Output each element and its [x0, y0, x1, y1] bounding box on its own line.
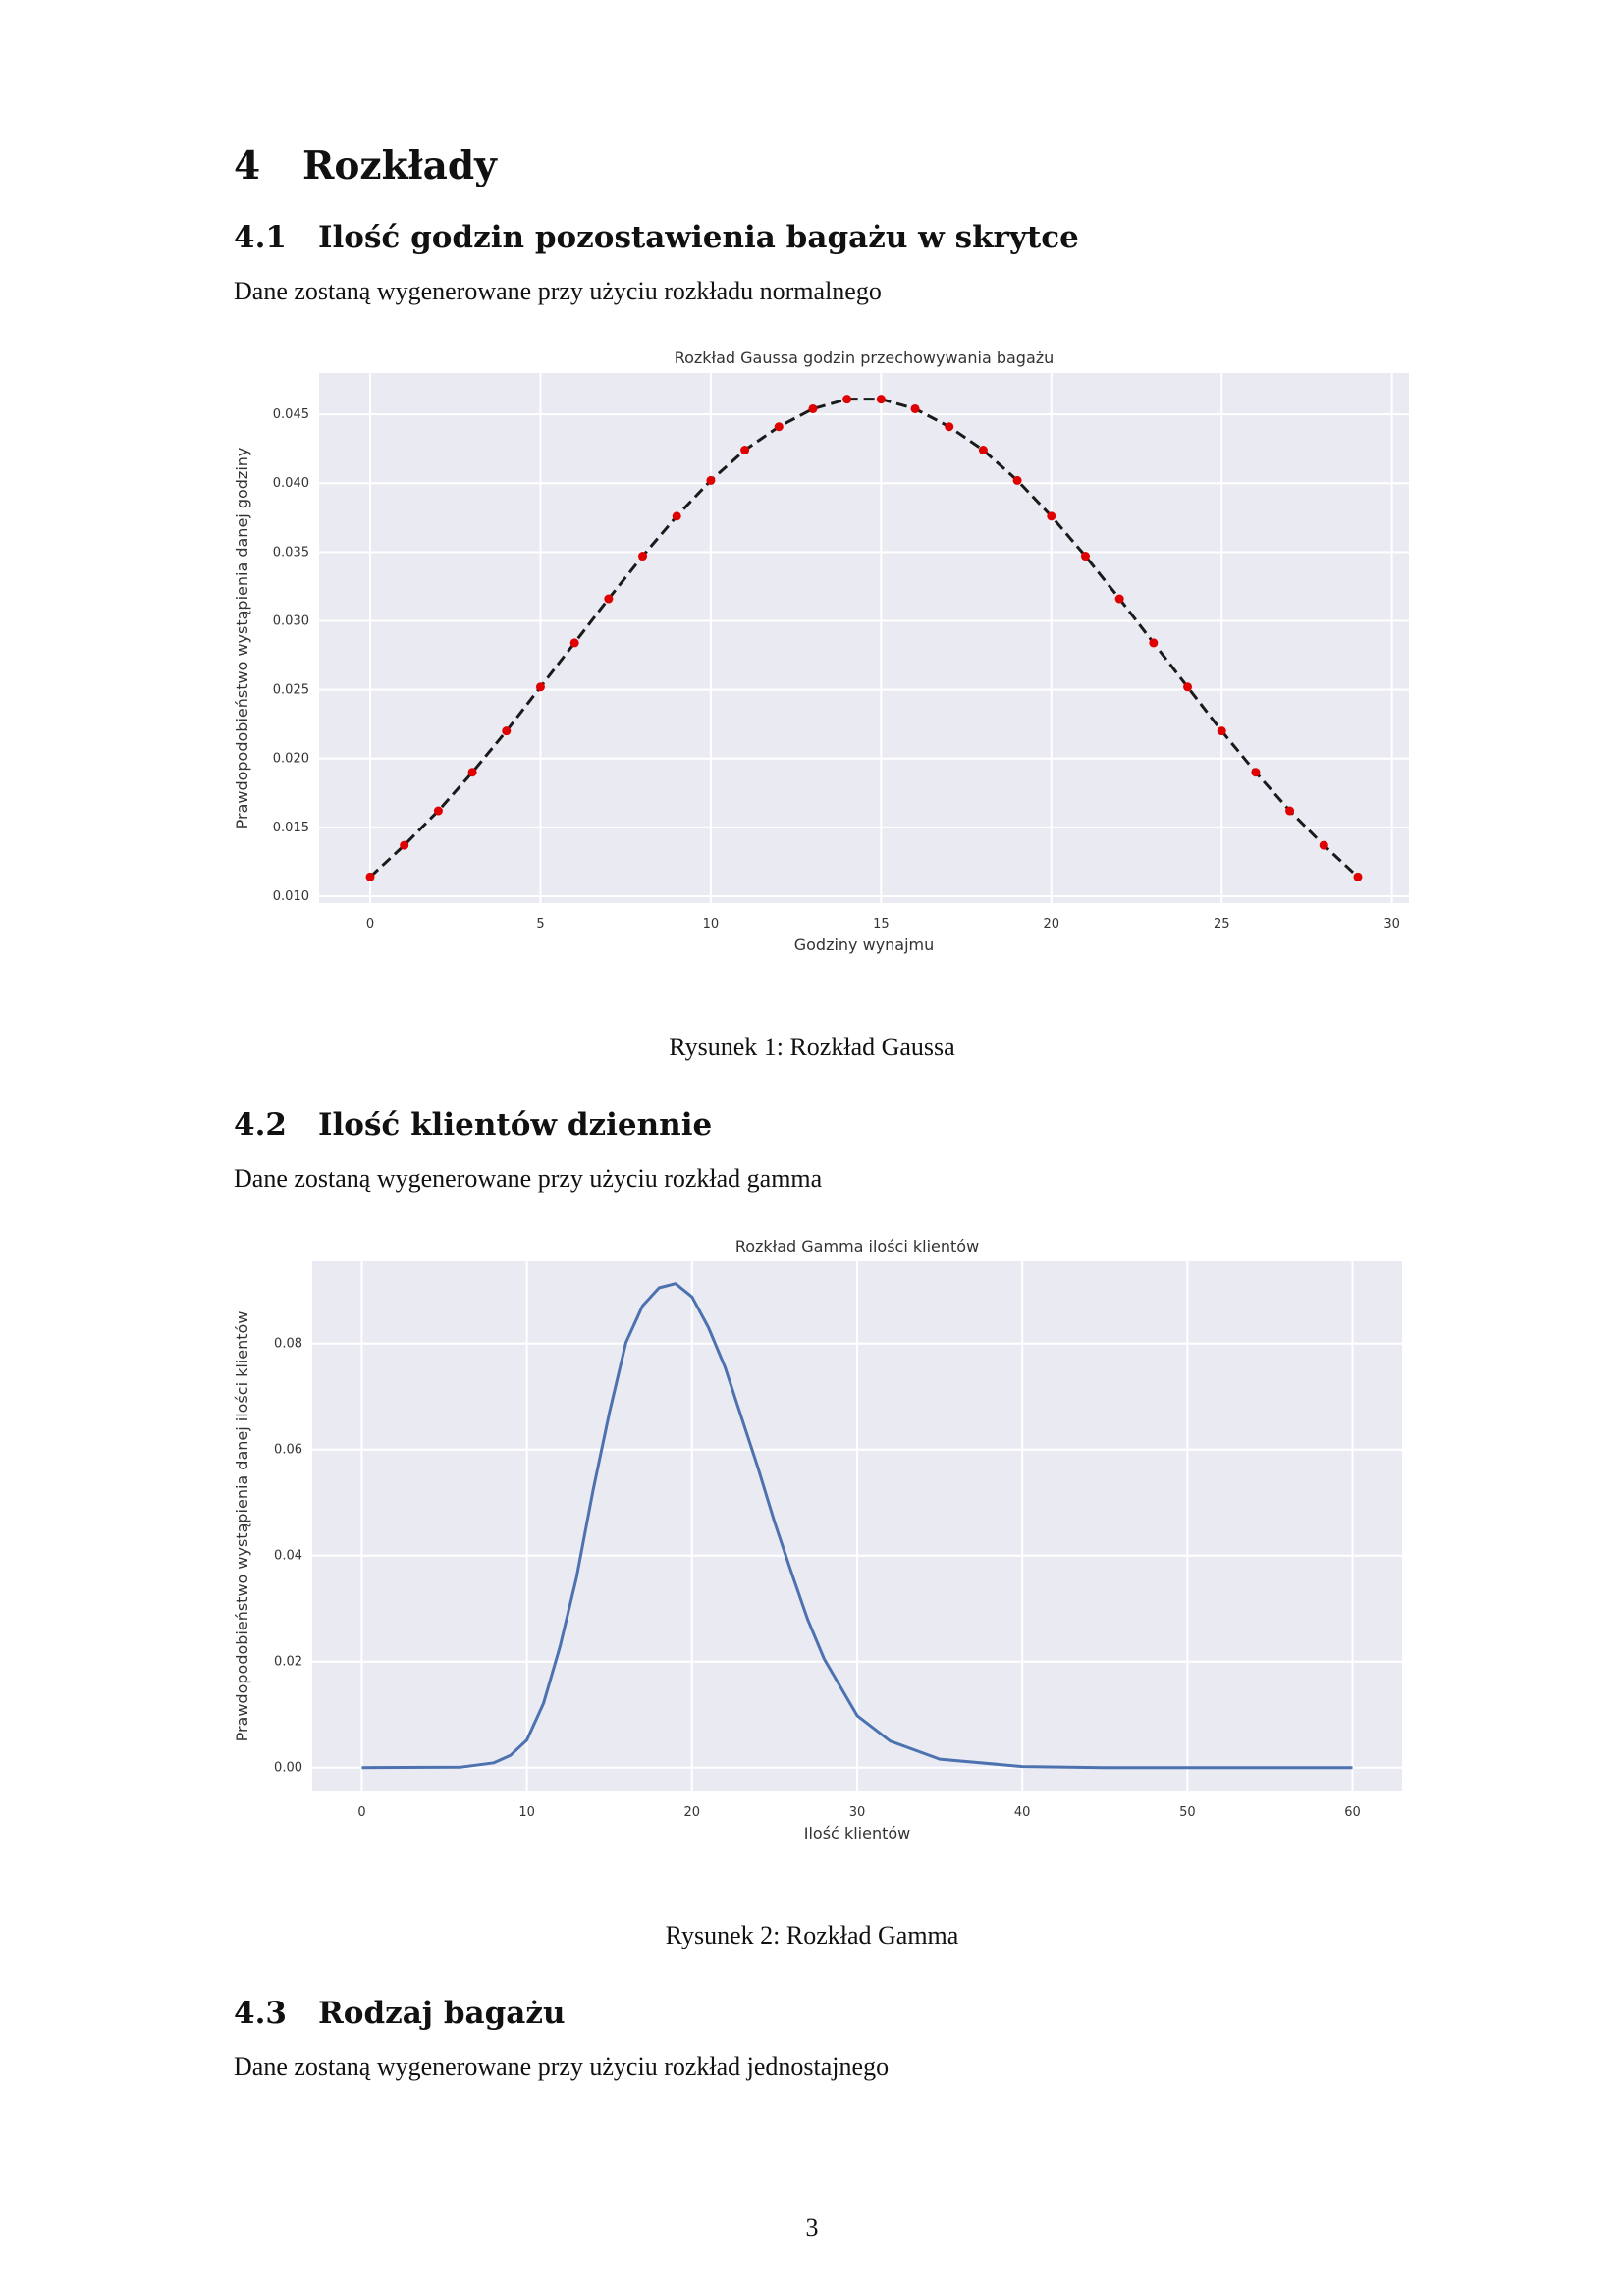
x-tick-label: 10	[518, 1805, 535, 1820]
data-point	[433, 806, 443, 816]
data-point	[1251, 768, 1261, 777]
subsection-heading-4-2: 4.2 Ilość klientów dziennie	[234, 1107, 712, 1143]
page-number: 3	[805, 2214, 819, 2242]
data-point	[1217, 726, 1226, 736]
chart-title: Rozkład Gaussa godzin przechowywania bag…	[675, 348, 1055, 367]
subsection-number: 4.3	[234, 1996, 287, 2031]
data-point	[502, 726, 512, 736]
y-tick-label: 0.010	[273, 889, 309, 904]
data-point	[1319, 840, 1328, 850]
data-point	[1285, 806, 1295, 816]
subsection-title: Rodzaj bagażu	[318, 1996, 566, 2031]
x-tick-label: 0	[357, 1805, 365, 1820]
figure-gauss-chart: 0 5 10 15 20 25 30 0.010 0.015 0.020 0.025 0.030 0.0…	[233, 348, 1409, 954]
x-tick-label: 25	[1214, 917, 1230, 932]
x-tick-label: 60	[1344, 1805, 1361, 1820]
x-tick-label: 30	[1383, 917, 1400, 932]
y-axis-label: Prawdopodobieństwo wystąpienia danej ilo…	[233, 1311, 251, 1742]
x-tick-label: 10	[703, 917, 720, 932]
x-tick-label: 20	[684, 1805, 701, 1820]
data-point	[978, 446, 988, 455]
x-axis-label: Godziny wynajmu	[794, 935, 935, 954]
y-tick-label: 0.06	[274, 1443, 302, 1458]
data-point	[604, 594, 614, 604]
figure-gamma-chart: 0 10 20 30 40 50 60 0.00 0.02 0.04 0.06 0.08 Rozkład…	[233, 1237, 1402, 1842]
y-tick-label: 0.035	[273, 545, 309, 560]
y-tick-label: 0.08	[274, 1337, 302, 1352]
y-tick-label: 0.020	[273, 752, 309, 767]
data-point	[467, 768, 477, 777]
chart-title: Rozkład Gamma ilości klientów	[735, 1237, 979, 1255]
x-tick-label: 20	[1044, 917, 1060, 932]
section-heading: 4 Rozkłady	[234, 143, 497, 188]
x-tick-label: 0	[366, 917, 374, 932]
x-tick-label: 5	[536, 917, 544, 932]
data-point	[400, 840, 409, 850]
x-tick-label: 30	[849, 1805, 866, 1820]
series-line	[368, 398, 1360, 879]
paragraph: Dane zostaną wygenerowane przy użyciu ro…	[234, 2053, 890, 2081]
y-axis-label: Prawdopodobieństwo wystąpienia danej god…	[233, 448, 251, 829]
y-tick-label: 0.00	[274, 1761, 302, 1776]
data-point	[774, 422, 784, 432]
figure-caption: Rysunek 2: Rozkład Gamma	[665, 1921, 959, 1949]
data-point	[1114, 594, 1124, 604]
data-point	[808, 403, 818, 413]
subsection-number: 4.1	[234, 220, 287, 255]
plot-area	[319, 373, 1409, 903]
data-point	[1080, 552, 1090, 561]
data-point	[1353, 872, 1363, 881]
subsection-heading-4-1: 4.1 Ilość godzin pozostawienia bagażu w s…	[234, 220, 1079, 255]
section-number: 4	[234, 143, 261, 188]
data-point	[672, 511, 681, 521]
y-tick-label: 0.04	[274, 1549, 302, 1564]
data-point	[945, 422, 954, 432]
data-point	[706, 475, 716, 485]
data-point	[1183, 682, 1193, 692]
data-point	[1149, 638, 1159, 648]
data-point	[535, 682, 545, 692]
y-tick-label: 0.030	[273, 614, 309, 628]
y-tick-label: 0.045	[273, 407, 309, 422]
data-point	[842, 395, 852, 404]
y-tick-label: 0.040	[273, 476, 309, 491]
subsection-number: 4.2	[234, 1107, 287, 1143]
subsection-title: Ilość godzin pozostawienia bagażu w skry…	[318, 220, 1079, 255]
data-point	[638, 552, 648, 561]
y-tick-label: 0.02	[274, 1655, 302, 1670]
data-point	[569, 638, 579, 648]
subsection-title: Ilość klientów dziennie	[318, 1107, 713, 1143]
data-point	[1012, 475, 1022, 485]
data-point	[365, 872, 375, 881]
x-tick-label: 50	[1179, 1805, 1196, 1820]
data-point	[876, 395, 886, 404]
section-title: Rozkłady	[302, 143, 497, 188]
paragraph: Dane zostaną wygenerowane przy użyciu ro…	[234, 277, 882, 305]
x-axis-label: Ilość klientów	[804, 1824, 910, 1842]
paragraph: Dane zostaną wygenerowane przy użyciu ro…	[234, 1164, 823, 1193]
y-tick-label: 0.015	[273, 821, 309, 835]
data-point	[1047, 511, 1056, 521]
x-tick-label: 15	[873, 917, 890, 932]
data-point	[740, 446, 750, 455]
x-tick-label: 40	[1014, 1805, 1031, 1820]
figure-caption: Rysunek 1: Rozkład Gaussa	[669, 1033, 955, 1061]
data-point	[910, 403, 920, 413]
subsection-heading-4-3: 4.3 Rodzaj bagażu	[234, 1996, 565, 2031]
y-tick-label: 0.025	[273, 683, 309, 698]
series-line	[361, 1282, 1353, 1770]
